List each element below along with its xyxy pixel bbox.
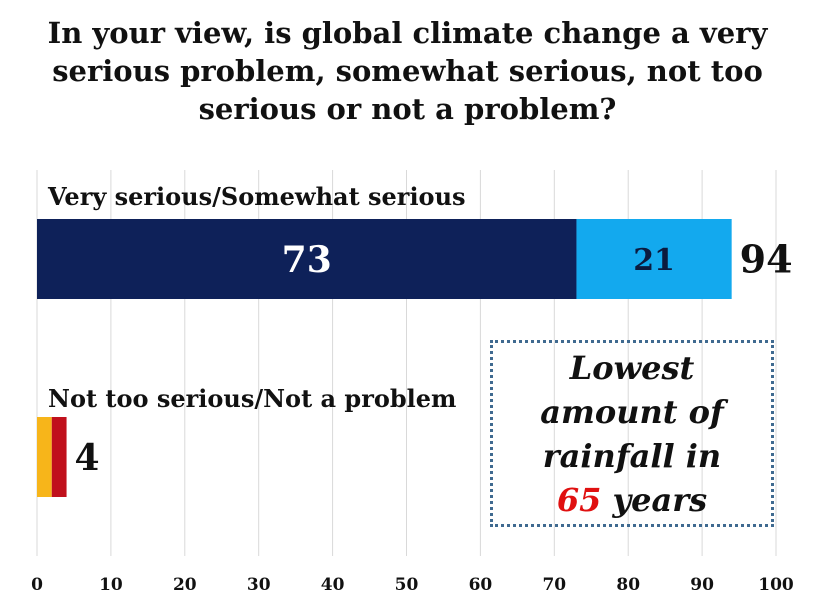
x-tick-label: 30 [247, 575, 271, 595]
x-tick-label: 100 [758, 575, 794, 595]
segment-value-label: 73 [282, 239, 332, 281]
bar-segment [37, 219, 577, 299]
bars [37, 219, 732, 497]
callout-line-4-rest: years [601, 480, 708, 519]
total-value-label: 4 [75, 437, 100, 479]
callout-box: Lowest amount of rainfall in 65 years [490, 340, 774, 527]
callout-highlight-number: 65 [556, 480, 602, 519]
x-tick-label: 20 [173, 575, 197, 595]
x-tick-label: 40 [321, 575, 345, 595]
callout-line-1: Lowest [569, 348, 695, 387]
x-tick-label: 70 [542, 575, 566, 595]
x-axis: 0 10 20 30 40 50 60 70 80 90 100 [31, 575, 794, 595]
category-label: Not too serious/Not a problem [48, 384, 456, 413]
x-tick-label: 0 [31, 575, 43, 595]
total-value-label: 94 [740, 237, 793, 282]
x-tick-label: 50 [395, 575, 419, 595]
bar-segment [576, 219, 732, 299]
bar-segment [51, 417, 67, 497]
labels: Very serious/Somewhat serious 73 21 94 Not t… [47, 182, 793, 479]
x-tick-label: 90 [690, 575, 714, 595]
segment-value-label: 21 [633, 243, 675, 278]
callout-line-3: rainfall in [542, 436, 722, 475]
category-label: Very serious/Somewhat serious [47, 182, 466, 211]
x-tick-label: 60 [469, 575, 493, 595]
callout-line-2: amount of [540, 392, 724, 431]
x-tick-label: 80 [616, 575, 640, 595]
chart-title: In your view, is global climate change a… [47, 16, 768, 126]
x-tick-label: 10 [99, 575, 123, 595]
bar-segment [37, 417, 52, 497]
